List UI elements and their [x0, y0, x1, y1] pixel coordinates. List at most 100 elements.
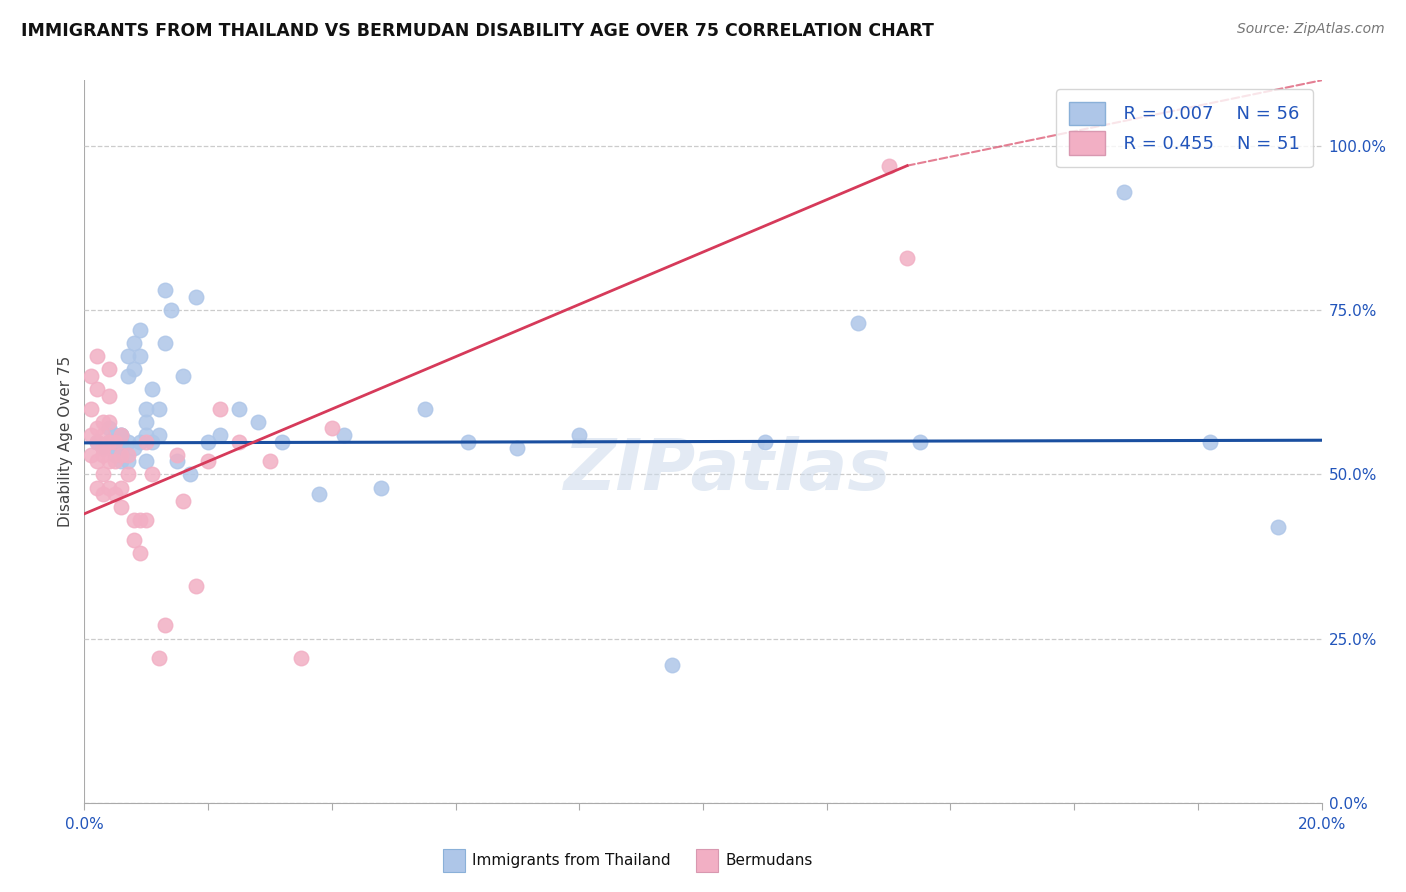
Point [153, 336, 176, 351]
Point [91, 448, 114, 462]
Point [166, 448, 188, 462]
Point [91, 415, 114, 429]
Legend:   R = 0.007    N = 56,   R = 0.455    N = 51: R = 0.007 N = 56, R = 0.455 N = 51 [1056, 89, 1313, 168]
Point [110, 481, 132, 495]
Point [661, 657, 683, 672]
Point [148, 651, 170, 665]
Point [79, 401, 101, 416]
Point [197, 454, 219, 468]
Point [209, 428, 232, 442]
Point [135, 401, 157, 416]
Point [135, 434, 157, 449]
Point [308, 487, 330, 501]
Point [166, 454, 188, 468]
Point [110, 428, 132, 442]
Point [110, 454, 132, 468]
Point [271, 434, 294, 449]
Point [908, 434, 931, 449]
Point [141, 467, 163, 482]
Point [104, 434, 127, 449]
Point [91, 441, 114, 455]
Point [370, 481, 392, 495]
Point [98, 454, 121, 468]
Point [413, 401, 436, 416]
Point [86, 349, 108, 363]
Point [228, 434, 250, 449]
Point [110, 428, 132, 442]
Point [457, 434, 479, 449]
Point [259, 454, 281, 468]
Point [98, 421, 121, 435]
Point [122, 533, 145, 547]
Point [568, 428, 591, 442]
Point [122, 362, 145, 376]
Point [98, 481, 121, 495]
Point [228, 401, 250, 416]
Point [98, 415, 121, 429]
Y-axis label: Disability Age Over 75: Disability Age Over 75 [58, 356, 73, 527]
Point [160, 303, 183, 318]
Point [141, 434, 163, 449]
Point [110, 441, 132, 455]
Point [506, 441, 529, 455]
Point [135, 454, 157, 468]
Point [104, 487, 127, 501]
Point [153, 284, 176, 298]
Text: ZIPatlas: ZIPatlas [564, 436, 891, 505]
Point [91, 487, 114, 501]
Text: Bermudans: Bermudans [725, 854, 813, 868]
Point [129, 546, 152, 560]
Point [129, 434, 152, 449]
Point [91, 428, 114, 442]
Point [1199, 434, 1222, 449]
Point [104, 448, 127, 462]
Point [184, 579, 207, 593]
Point [148, 401, 170, 416]
Point [86, 434, 108, 449]
Point [98, 388, 121, 402]
Point [110, 434, 132, 449]
Point [104, 454, 127, 468]
Point [110, 428, 132, 442]
Point [209, 401, 232, 416]
Point [1267, 520, 1289, 534]
Point [321, 421, 343, 435]
Text: Immigrants from Thailand: Immigrants from Thailand [472, 854, 671, 868]
Point [122, 513, 145, 527]
Point [129, 513, 152, 527]
Point [129, 349, 152, 363]
Text: IMMIGRANTS FROM THAILAND VS BERMUDAN DISABILITY AGE OVER 75 CORRELATION CHART: IMMIGRANTS FROM THAILAND VS BERMUDAN DIS… [21, 22, 934, 40]
Point [79, 428, 101, 442]
Point [172, 493, 194, 508]
Point [896, 251, 918, 265]
Point [117, 368, 139, 383]
Point [110, 448, 132, 462]
Point [179, 467, 201, 482]
Point [79, 448, 101, 462]
Text: Source: ZipAtlas.com: Source: ZipAtlas.com [1237, 22, 1385, 37]
Point [91, 467, 114, 482]
Point [86, 434, 108, 449]
Point [117, 467, 139, 482]
Point [86, 382, 108, 396]
Point [79, 368, 101, 383]
Point [290, 651, 312, 665]
Point [104, 441, 127, 455]
Point [846, 316, 869, 330]
Point [153, 618, 176, 632]
Point [184, 290, 207, 304]
Point [135, 415, 157, 429]
Point [117, 454, 139, 468]
Point [129, 323, 152, 337]
Point [86, 454, 108, 468]
Point [122, 441, 145, 455]
Point [141, 382, 163, 396]
Point [86, 481, 108, 495]
Point [246, 415, 269, 429]
Point [117, 434, 139, 449]
Point [172, 368, 194, 383]
Point [104, 428, 127, 442]
Point [110, 500, 132, 515]
Point [877, 159, 900, 173]
Point [122, 336, 145, 351]
